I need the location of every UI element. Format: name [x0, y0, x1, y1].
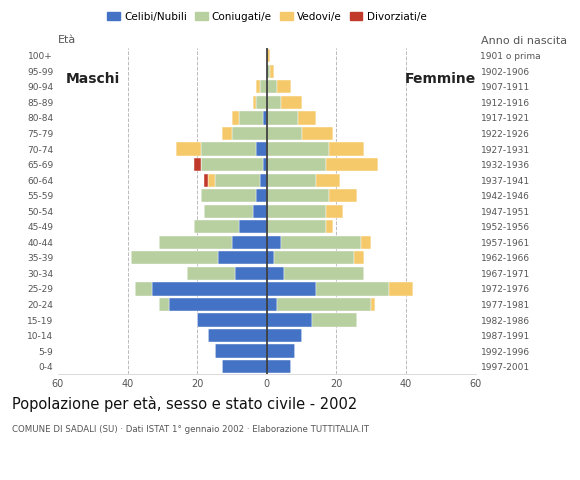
Bar [197, 313, 267, 326]
Bar [277, 298, 371, 311]
Bar [277, 80, 291, 94]
Bar [222, 127, 232, 140]
Text: Femmine: Femmine [405, 72, 476, 86]
Bar [267, 189, 329, 202]
Bar [267, 236, 281, 249]
Bar [312, 313, 357, 326]
Bar [222, 360, 267, 373]
Bar [316, 282, 389, 296]
Bar [354, 251, 364, 264]
Bar [215, 345, 267, 358]
Bar [267, 49, 270, 62]
Text: Popolazione per età, sesso e stato civile - 2002: Popolazione per età, sesso e stato civil… [12, 396, 357, 412]
Bar [267, 80, 277, 94]
Bar [176, 143, 201, 156]
Bar [239, 111, 263, 124]
Bar [232, 127, 267, 140]
Bar [267, 360, 291, 373]
Text: Maschi: Maschi [66, 72, 120, 86]
Bar [232, 236, 267, 249]
Bar [267, 65, 270, 78]
Bar [281, 96, 302, 109]
Bar [159, 298, 169, 311]
Bar [267, 111, 298, 124]
Bar [131, 251, 218, 264]
Text: Anno di nascita: Anno di nascita [481, 36, 567, 46]
Bar [235, 267, 267, 280]
Bar [201, 158, 263, 171]
Bar [267, 282, 316, 296]
Bar [232, 111, 239, 124]
Bar [204, 173, 208, 187]
Bar [263, 158, 267, 171]
Bar [267, 158, 326, 171]
Bar [284, 267, 364, 280]
Bar [215, 173, 260, 187]
Bar [281, 236, 361, 249]
Bar [263, 111, 267, 124]
Bar [326, 158, 378, 171]
Bar [187, 267, 235, 280]
Bar [316, 173, 340, 187]
Bar [218, 251, 267, 264]
Text: COMUNE DI SADALI (SU) · Dati ISTAT 1° gennaio 2002 · Elaborazione TUTTITALIA.IT: COMUNE DI SADALI (SU) · Dati ISTAT 1° ge… [12, 425, 369, 434]
Bar [267, 96, 281, 109]
Bar [135, 282, 152, 296]
Bar [274, 251, 354, 264]
Bar [267, 267, 284, 280]
Bar [267, 127, 302, 140]
Bar [201, 189, 256, 202]
Bar [389, 282, 413, 296]
Bar [267, 345, 295, 358]
Bar [267, 204, 326, 218]
Bar [204, 204, 253, 218]
Bar [302, 127, 333, 140]
Bar [361, 236, 371, 249]
Bar [260, 80, 267, 94]
Legend: Celibi/Nubili, Coniugati/e, Vedovi/e, Divorziati/e: Celibi/Nubili, Coniugati/e, Vedovi/e, Di… [103, 8, 430, 26]
Bar [267, 251, 274, 264]
Bar [152, 282, 267, 296]
Text: Età: Età [58, 35, 76, 45]
Bar [194, 158, 201, 171]
Bar [267, 313, 312, 326]
Bar [267, 143, 329, 156]
Bar [267, 220, 326, 233]
Bar [329, 189, 357, 202]
Bar [267, 173, 316, 187]
Bar [169, 298, 267, 311]
Bar [267, 329, 302, 342]
Bar [201, 143, 256, 156]
Bar [371, 298, 375, 311]
Bar [256, 143, 267, 156]
Bar [253, 96, 256, 109]
Bar [267, 298, 277, 311]
Bar [256, 96, 267, 109]
Bar [159, 236, 232, 249]
Bar [326, 204, 343, 218]
Bar [256, 80, 260, 94]
Bar [329, 143, 364, 156]
Bar [194, 220, 239, 233]
Bar [208, 329, 267, 342]
Bar [298, 111, 316, 124]
Bar [326, 220, 333, 233]
Bar [253, 204, 267, 218]
Bar [256, 189, 267, 202]
Bar [239, 220, 267, 233]
Bar [208, 173, 215, 187]
Bar [270, 65, 274, 78]
Bar [260, 173, 267, 187]
